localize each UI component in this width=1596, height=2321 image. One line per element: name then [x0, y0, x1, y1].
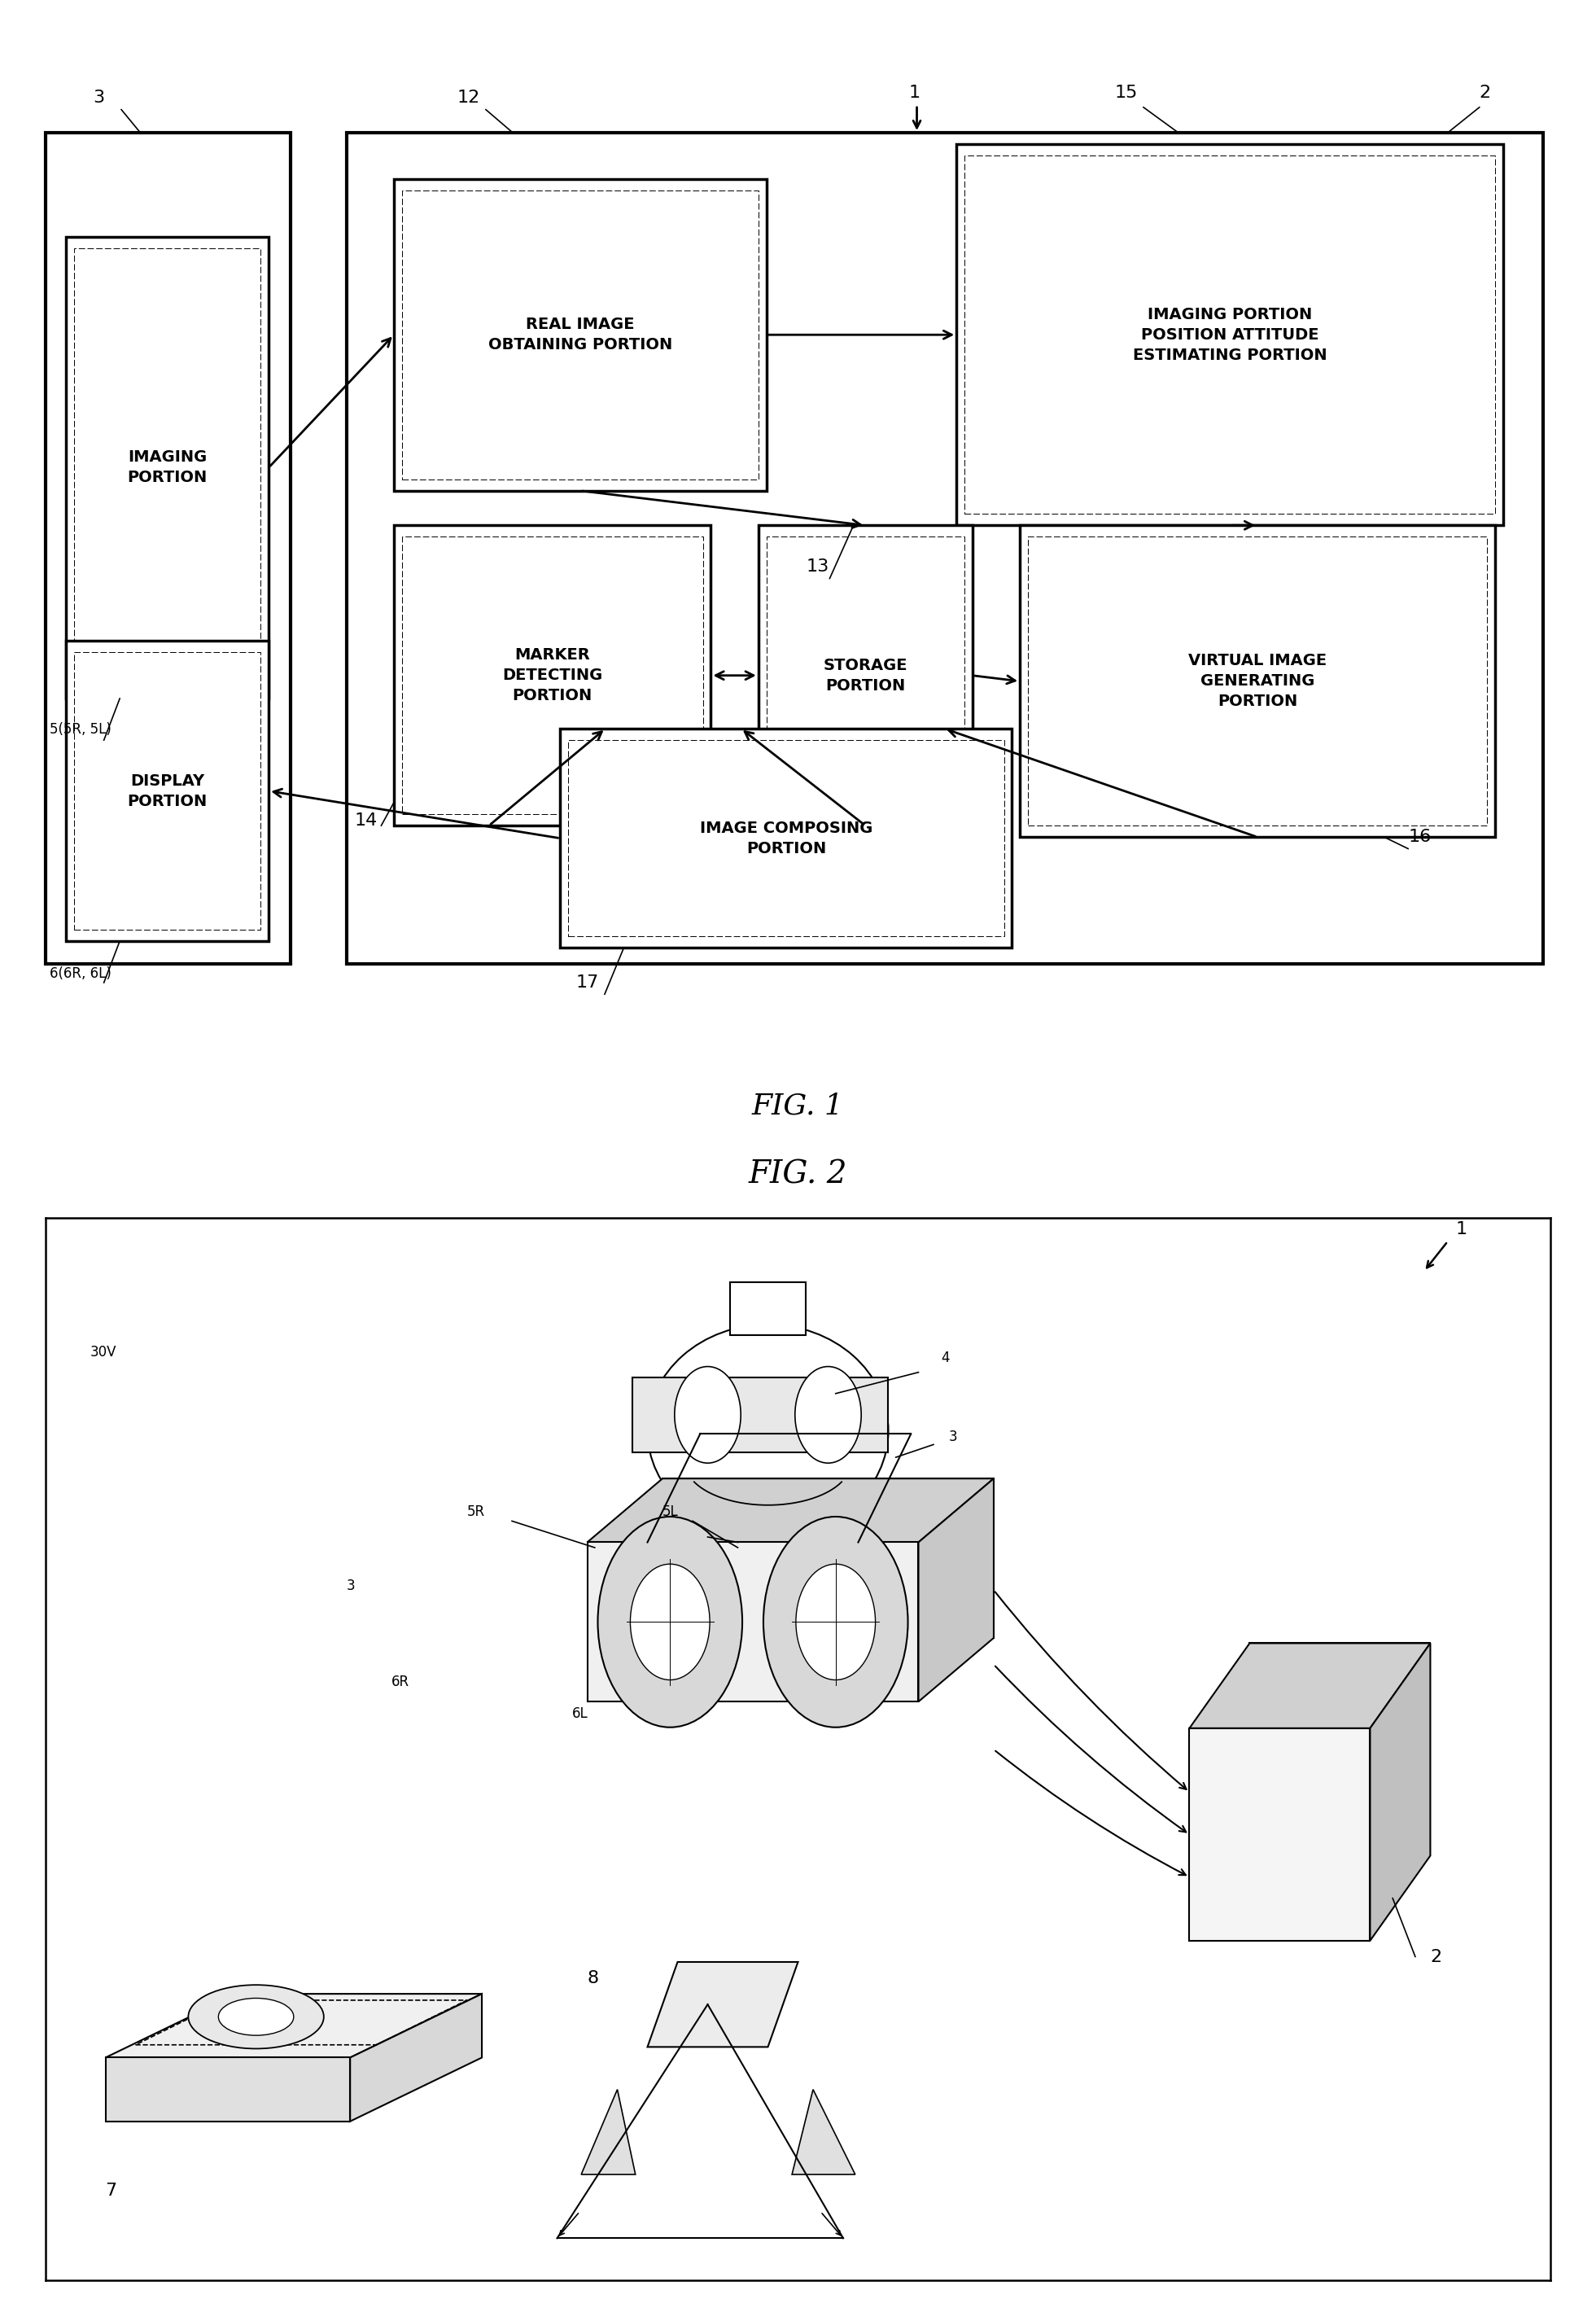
Text: 17: 17 [576, 975, 598, 991]
Text: 14: 14 [354, 812, 377, 829]
Bar [65, 641, 268, 940]
Polygon shape [581, 2089, 635, 2175]
Text: 7: 7 [105, 2182, 117, 2198]
Bar [632, 1379, 889, 1453]
Bar [766, 536, 964, 815]
Bar [758, 525, 972, 826]
Text: 5R: 5R [466, 1504, 485, 1518]
Text: 5(5R, 5L): 5(5R, 5L) [49, 722, 112, 736]
Text: STORAGE
PORTION: STORAGE PORTION [824, 657, 908, 694]
Text: MARKER
DETECTING
PORTION: MARKER DETECTING PORTION [503, 648, 603, 703]
Bar [394, 179, 766, 490]
Polygon shape [1189, 1643, 1430, 1729]
Polygon shape [105, 1994, 482, 2059]
Polygon shape [648, 1961, 798, 2047]
Text: 12: 12 [458, 91, 480, 107]
Ellipse shape [188, 1984, 324, 2049]
Text: IMAGING
PORTION: IMAGING PORTION [128, 450, 207, 485]
Bar [45, 132, 290, 963]
Text: FIG. 2: FIG. 2 [749, 1160, 847, 1191]
Ellipse shape [219, 1998, 294, 2036]
Text: 2: 2 [1430, 1950, 1441, 1966]
Text: 3: 3 [93, 91, 104, 107]
Polygon shape [662, 1478, 994, 1639]
Text: 8: 8 [587, 1971, 598, 1987]
Circle shape [598, 1516, 742, 1727]
Bar [73, 248, 260, 687]
Polygon shape [1250, 1643, 1430, 1857]
Text: 16: 16 [1408, 829, 1432, 845]
Polygon shape [918, 1478, 994, 1701]
Circle shape [675, 1367, 741, 1462]
Bar [394, 525, 710, 826]
Circle shape [763, 1516, 908, 1727]
Polygon shape [792, 2089, 855, 2175]
Polygon shape [1369, 1643, 1430, 1940]
Polygon shape [587, 1541, 918, 1701]
Bar [402, 190, 758, 478]
Bar [568, 740, 1004, 935]
Bar [1189, 1729, 1369, 1940]
Text: 2: 2 [1479, 86, 1491, 102]
Polygon shape [350, 1994, 482, 2121]
Bar [964, 156, 1495, 513]
Text: 4: 4 [942, 1351, 950, 1365]
Bar [956, 144, 1503, 525]
Text: 15: 15 [1116, 86, 1138, 102]
Text: 6(6R, 6L): 6(6R, 6L) [49, 966, 112, 982]
Bar [1020, 525, 1495, 838]
Text: 1: 1 [1456, 1221, 1467, 1237]
Text: VIRTUAL IMAGE
GENERATING
PORTION: VIRTUAL IMAGE GENERATING PORTION [1189, 652, 1326, 710]
Text: IMAGING PORTION
POSITION ATTITUDE
ESTIMATING PORTION: IMAGING PORTION POSITION ATTITUDE ESTIMA… [1133, 306, 1326, 362]
Text: 13: 13 [806, 559, 828, 576]
Bar [402, 536, 702, 815]
Bar [731, 1281, 806, 1335]
Bar [346, 132, 1543, 963]
Text: 1: 1 [910, 86, 921, 102]
Text: DISPLAY
PORTION: DISPLAY PORTION [128, 773, 207, 808]
Circle shape [795, 1367, 862, 1462]
Text: FIG. 1: FIG. 1 [752, 1093, 844, 1121]
Text: 30V: 30V [91, 1344, 117, 1360]
Text: 3: 3 [346, 1578, 354, 1592]
Circle shape [630, 1564, 710, 1680]
Bar [560, 729, 1012, 947]
Ellipse shape [648, 1325, 889, 1537]
Text: 6L: 6L [573, 1706, 589, 1720]
Text: 3: 3 [948, 1430, 958, 1444]
Bar [73, 652, 260, 928]
Text: IMAGE COMPOSING
PORTION: IMAGE COMPOSING PORTION [699, 819, 873, 856]
Polygon shape [587, 1478, 994, 1541]
Text: 5L: 5L [662, 1504, 678, 1518]
Bar [1028, 536, 1487, 826]
Circle shape [796, 1564, 875, 1680]
Text: REAL IMAGE
OBTAINING PORTION: REAL IMAGE OBTAINING PORTION [488, 318, 672, 353]
Polygon shape [105, 2059, 350, 2121]
Text: 6R: 6R [391, 1673, 410, 1690]
Bar [65, 237, 268, 699]
